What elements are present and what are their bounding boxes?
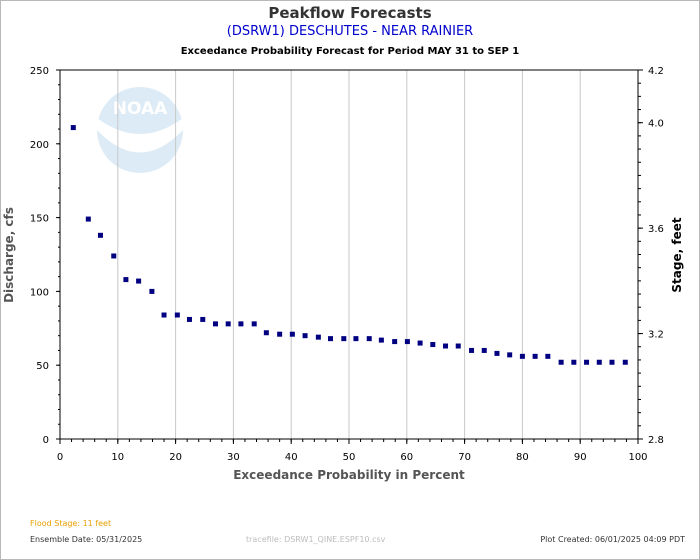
data-point [353, 336, 359, 342]
noaa-logo-text: NOAA [113, 99, 168, 119]
data-point [417, 340, 423, 346]
data-point [85, 216, 91, 222]
y-tick-label: 0 [43, 435, 49, 446]
data-point [238, 321, 244, 327]
x-tick-label: 40 [285, 452, 298, 463]
data-point [200, 316, 206, 322]
data-point [507, 352, 513, 358]
data-point [97, 232, 103, 238]
data-point [481, 347, 487, 353]
data-point [571, 359, 577, 365]
flood-stage-note: Flood Stage: 11 feet [30, 519, 112, 528]
chart-subtitle: Exceedance Probability Forecast for Peri… [180, 46, 520, 57]
noaa-logo: NOAA [97, 87, 183, 173]
y2-tick-label: 2.8 [648, 435, 664, 446]
y2-tick-label: 3.2 [648, 330, 664, 341]
x-tick-label: 70 [458, 452, 471, 463]
y2-axis-ticks: 2.8 3.2 3.6 4.0 4.2 [638, 66, 664, 446]
y2-tick-label: 4.2 [648, 66, 664, 77]
data-point [263, 330, 269, 336]
x-axis-ticks: 0 10 20 30 40 50 60 70 80 90 100 [57, 439, 648, 463]
plot-created: Plot Created: 06/01/2025 04:09 PDT [540, 535, 685, 544]
x-tick-label: 30 [227, 452, 240, 463]
tracefile-note: tracefile: DSRW1_QINE.ESPF10.csv [246, 535, 386, 544]
data-point [136, 278, 142, 284]
data-point [532, 353, 538, 359]
station-name: (DSRW1) DESCHUTES - NEAR RAINIER [226, 24, 474, 39]
data-point [225, 321, 231, 327]
data-point [596, 359, 602, 365]
data-point [212, 321, 218, 327]
y2-tick-label: 3.6 [648, 224, 664, 235]
data-points [70, 125, 628, 365]
y-axis-ticks: 0 50 100 150 200 250 [30, 66, 60, 446]
grid-lines [117, 70, 581, 439]
data-point [277, 331, 283, 337]
data-point [443, 343, 449, 349]
data-point [70, 125, 76, 131]
data-point [174, 312, 180, 318]
data-point [366, 336, 372, 342]
x-tick-label: 100 [628, 452, 647, 463]
chart-title: Peakflow Forecasts [268, 4, 432, 22]
data-point [404, 339, 410, 345]
data-point [251, 321, 257, 327]
x-tick-label: 50 [343, 452, 356, 463]
x-axis-label: Exceedance Probability in Percent [233, 468, 465, 482]
data-point [609, 359, 615, 365]
data-point [328, 336, 334, 342]
y-tick-label: 100 [30, 287, 49, 298]
x-tick-label: 0 [57, 452, 63, 463]
data-point [123, 277, 129, 283]
y2-axis-label: Stage, feet [670, 217, 684, 292]
y-tick-label: 250 [30, 66, 49, 77]
ensemble-date: Ensemble Date: 05/31/2025 [30, 535, 143, 544]
data-point [469, 347, 475, 353]
data-point [519, 353, 525, 359]
data-point [149, 288, 155, 294]
data-point [302, 333, 308, 339]
x-tick-label: 90 [574, 452, 587, 463]
data-point [111, 253, 117, 259]
data-point [558, 359, 564, 365]
y-axis-label: Discharge, cfs [2, 207, 16, 303]
x-tick-label: 10 [111, 452, 124, 463]
data-point [378, 337, 384, 343]
data-point [584, 359, 590, 365]
data-point [622, 359, 628, 365]
x-tick-label: 60 [400, 452, 413, 463]
data-point [494, 350, 500, 356]
y-tick-label: 200 [30, 140, 49, 151]
data-point [186, 316, 192, 322]
data-point [341, 336, 347, 342]
data-point [161, 312, 167, 318]
x-tick-label: 80 [516, 452, 529, 463]
data-point [545, 353, 551, 359]
data-point [315, 334, 321, 340]
y-tick-label: 50 [36, 361, 49, 372]
y-tick-label: 150 [30, 214, 49, 225]
data-point [289, 331, 295, 337]
y2-tick-label: 4.0 [648, 119, 664, 130]
data-point [392, 339, 398, 345]
data-point [430, 342, 436, 348]
data-point [455, 343, 461, 349]
x-tick-label: 20 [169, 452, 182, 463]
